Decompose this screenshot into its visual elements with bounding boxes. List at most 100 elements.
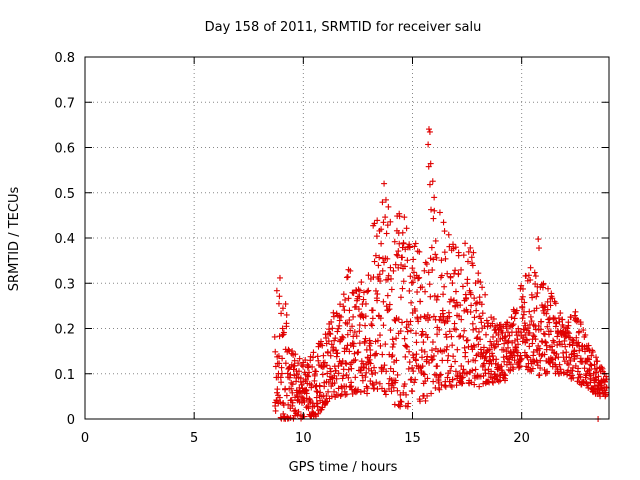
data-point — [342, 296, 349, 303]
data-point — [577, 319, 584, 326]
data-point — [404, 328, 411, 335]
data-point — [563, 333, 570, 340]
data-point — [580, 327, 587, 334]
data-point — [448, 333, 455, 340]
data-point — [388, 388, 395, 395]
data-point — [390, 384, 397, 391]
data-point — [397, 294, 404, 301]
data-point — [330, 313, 337, 320]
data-point — [354, 349, 361, 356]
data-point — [500, 354, 507, 361]
data-point — [459, 374, 466, 381]
data-point — [449, 342, 456, 349]
data-point — [325, 338, 332, 345]
data-point — [367, 346, 374, 353]
data-point — [593, 354, 600, 361]
data-point — [323, 335, 330, 342]
data-point — [333, 375, 340, 382]
data-point — [421, 348, 428, 355]
data-point — [421, 267, 428, 274]
data-point — [436, 209, 443, 216]
data-point — [417, 298, 424, 305]
data-point — [525, 272, 532, 279]
data-point — [376, 271, 383, 278]
data-point — [524, 353, 531, 360]
data-point — [334, 328, 341, 335]
data-point — [537, 326, 544, 333]
data-point — [519, 303, 526, 310]
data-point — [414, 289, 421, 296]
data-point — [438, 381, 445, 388]
data-point — [431, 207, 438, 214]
data-point — [416, 248, 423, 255]
data-point — [342, 360, 349, 367]
data-point — [298, 394, 305, 401]
data-point — [378, 226, 385, 233]
data-point — [415, 274, 422, 281]
data-point — [278, 310, 285, 317]
data-point — [433, 254, 440, 261]
data-point — [406, 243, 413, 250]
data-point — [425, 141, 432, 148]
data-point — [374, 337, 381, 344]
data-point — [475, 270, 482, 277]
data-point — [588, 352, 595, 359]
data-point — [457, 332, 464, 339]
data-point — [562, 343, 569, 350]
data-point — [399, 319, 406, 326]
data-point — [364, 385, 371, 392]
data-point — [356, 328, 363, 335]
data-point — [432, 251, 439, 258]
data-point — [390, 267, 397, 274]
data-point — [458, 266, 465, 273]
data-point — [431, 194, 438, 201]
data-point — [279, 355, 286, 362]
data-point — [452, 368, 459, 375]
data-point — [556, 338, 563, 345]
data-point — [534, 289, 541, 296]
data-point — [370, 381, 377, 388]
data-point — [403, 225, 410, 232]
data-point — [360, 364, 367, 371]
data-point — [369, 307, 376, 314]
data-point — [436, 386, 443, 393]
data-point — [418, 347, 425, 354]
data-point — [412, 240, 419, 247]
data-point — [453, 326, 460, 333]
data-point — [489, 350, 496, 357]
data-point — [429, 356, 436, 363]
data-point — [489, 352, 496, 359]
data-point — [565, 322, 572, 329]
data-point — [422, 397, 429, 404]
data-point — [530, 332, 537, 339]
data-point — [329, 325, 336, 332]
data-point — [541, 304, 548, 311]
data-point — [487, 357, 494, 364]
data-point — [298, 381, 305, 388]
data-point — [462, 349, 469, 356]
data-point — [278, 364, 285, 371]
data-point — [436, 372, 443, 379]
data-point — [502, 377, 509, 384]
data-point — [385, 272, 392, 279]
data-point — [449, 280, 456, 287]
data-point — [333, 353, 340, 360]
data-point — [351, 350, 358, 357]
data-point — [562, 332, 569, 339]
data-point — [452, 267, 459, 274]
data-point — [463, 337, 470, 344]
data-point — [360, 289, 367, 296]
data-point — [379, 351, 386, 358]
data-point — [510, 366, 517, 373]
data-point — [460, 252, 467, 259]
data-point — [523, 272, 530, 279]
data-point — [444, 270, 451, 277]
data-point — [440, 219, 447, 226]
data-point — [305, 405, 312, 412]
data-point — [551, 339, 558, 346]
data-point — [318, 338, 325, 345]
data-point — [334, 350, 341, 357]
data-point — [291, 357, 298, 364]
data-point — [469, 262, 476, 269]
data-point — [559, 316, 566, 323]
